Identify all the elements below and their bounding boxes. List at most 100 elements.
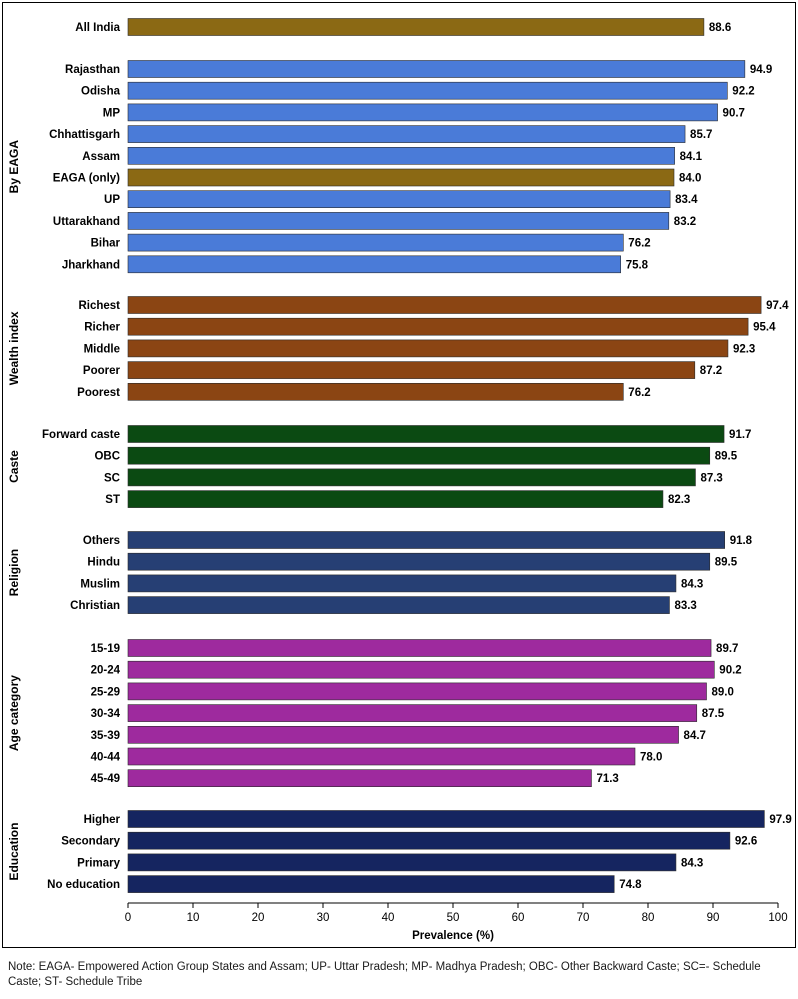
bar-label-st: ST [105,494,120,506]
bar-label-muslim: Muslim [80,578,120,590]
bar-label-odisha: Odisha [81,86,121,98]
bar-45-49 [127,769,592,788]
value-label-odisha: 92.2 [732,86,754,98]
bar-higher [127,810,765,828]
x-tick-label-100: 100 [768,912,787,924]
group-label-religion: Religion [7,549,21,596]
x-axis-title: Prevalence (%) [412,930,494,942]
group-label-age-category: Age category [7,675,21,751]
value-label-secondary: 92.6 [735,836,757,848]
x-tick-label-50: 50 [447,912,460,924]
bar-label-up: UP [104,194,120,206]
x-tick-label-80: 80 [642,912,655,924]
bar-label-forward-caste: Forward caste [42,429,120,441]
bar-obc [127,446,711,465]
group-label-by-eaga: By EAGA [7,140,21,194]
x-tick-label-70: 70 [577,912,590,924]
bar-label-40-44: 40-44 [91,752,121,764]
value-label-others: 91.8 [730,535,753,547]
value-label-muslim: 84.3 [681,578,703,590]
bar-15-19 [127,639,712,657]
bar-label-higher: Higher [84,814,121,826]
value-label-45-49: 71.3 [596,773,618,785]
bar-25-29 [127,682,707,701]
bar-all-india [127,18,705,36]
bar-richest [127,296,762,314]
value-label-30-34: 87.5 [702,708,725,720]
bar-forward-caste [127,425,725,443]
bar-label-primary: Primary [77,857,120,869]
bar-others [127,531,726,549]
bar-label-uttarakhand: Uttarakhand [53,216,120,228]
bar-label-rajasthan: Rajasthan [65,64,120,76]
bar-bihar [127,233,624,252]
value-label-jharkhand: 75.8 [626,259,649,271]
bar-label-assam: Assam [82,151,120,163]
value-label-25-29: 89.0 [712,686,734,698]
bar-label-others: Others [83,535,120,547]
value-label-uttarakhand: 83.2 [674,216,696,228]
value-label-mp: 90.7 [723,107,745,119]
bar-label-poorest: Poorest [77,387,120,399]
value-label-christian: 83.3 [674,600,696,612]
bar-label-20-24: 20-24 [91,665,121,677]
bar-label-christian: Christian [70,600,120,612]
value-label-primary: 84.3 [681,857,703,869]
value-label-obc: 89.5 [715,451,738,463]
bar-assam [127,147,675,165]
value-label-15-19: 89.7 [716,643,738,655]
value-label-poorer: 87.2 [700,365,722,377]
bar-label-hindu: Hindu [87,557,120,569]
bar-label-middle: Middle [84,343,120,355]
bar-up [127,190,671,208]
bar-poorest [127,382,624,401]
bar-label-no-education: No education [47,879,120,891]
chart-note: Note: EAGA- Empowered Action Group State… [8,961,761,988]
x-tick-label-20: 20 [252,912,265,924]
value-label-forward-caste: 91.7 [729,429,751,441]
bar-primary [127,853,677,872]
bar-label-35-39: 35-39 [91,730,120,742]
value-label-20-24: 90.2 [719,665,741,677]
value-label-richer: 95.4 [753,322,776,334]
value-label-rajasthan: 94.9 [750,64,772,76]
value-label-poorest: 76.2 [628,387,650,399]
bar-label-mp: MP [103,107,121,119]
x-tick-label-40: 40 [382,912,395,924]
bar-hindu [127,552,711,571]
value-label-assam: 84.1 [680,151,703,163]
bar-uttarakhand [127,212,670,230]
bar-poorer [127,361,696,379]
prevalence-bar-chart: All India 88.6 Rajasthan 94.9 Odisha 92.2 MP 90… [7,18,792,942]
bar-label-poorer: Poorer [83,365,121,377]
bar-label-richest: Richest [78,300,120,312]
value-label-up: 83.4 [675,194,698,206]
bar-40-44 [127,747,636,766]
value-label-35-39: 84.7 [684,730,706,742]
x-tick-label-60: 60 [512,912,525,924]
value-label-bihar: 76.2 [628,238,650,250]
bar-label-45-49: 45-49 [91,773,120,785]
bar-label-richer: Richer [84,322,120,334]
group-label-education: Education [7,823,21,881]
bar-label-sc: SC [104,472,120,484]
bar-label-30-34: 30-34 [91,708,121,720]
bar-muslim [127,574,677,593]
value-label-eaga-only: 84.0 [679,173,701,185]
bar-christian [127,596,670,614]
value-label-all-india: 88.6 [709,22,731,34]
bar-30-34 [127,704,698,722]
bar-richer [127,317,749,336]
value-label-higher: 97.9 [769,814,791,826]
bar-20-24 [127,660,715,679]
bar-sc [127,468,696,487]
bar-jharkhand [127,255,622,274]
bar-mp [127,103,718,122]
bar-no-education [127,875,615,893]
value-label-chhattisgarh: 85.7 [690,129,712,141]
bar-chhattisgarh [127,125,686,143]
x-tick-label-90: 90 [707,912,720,924]
bar-label-eaga-only: EAGA (only) [53,173,120,185]
bar-label-25-29: 25-29 [91,686,120,698]
bar-label-chhattisgarh: Chhattisgarh [49,129,120,141]
